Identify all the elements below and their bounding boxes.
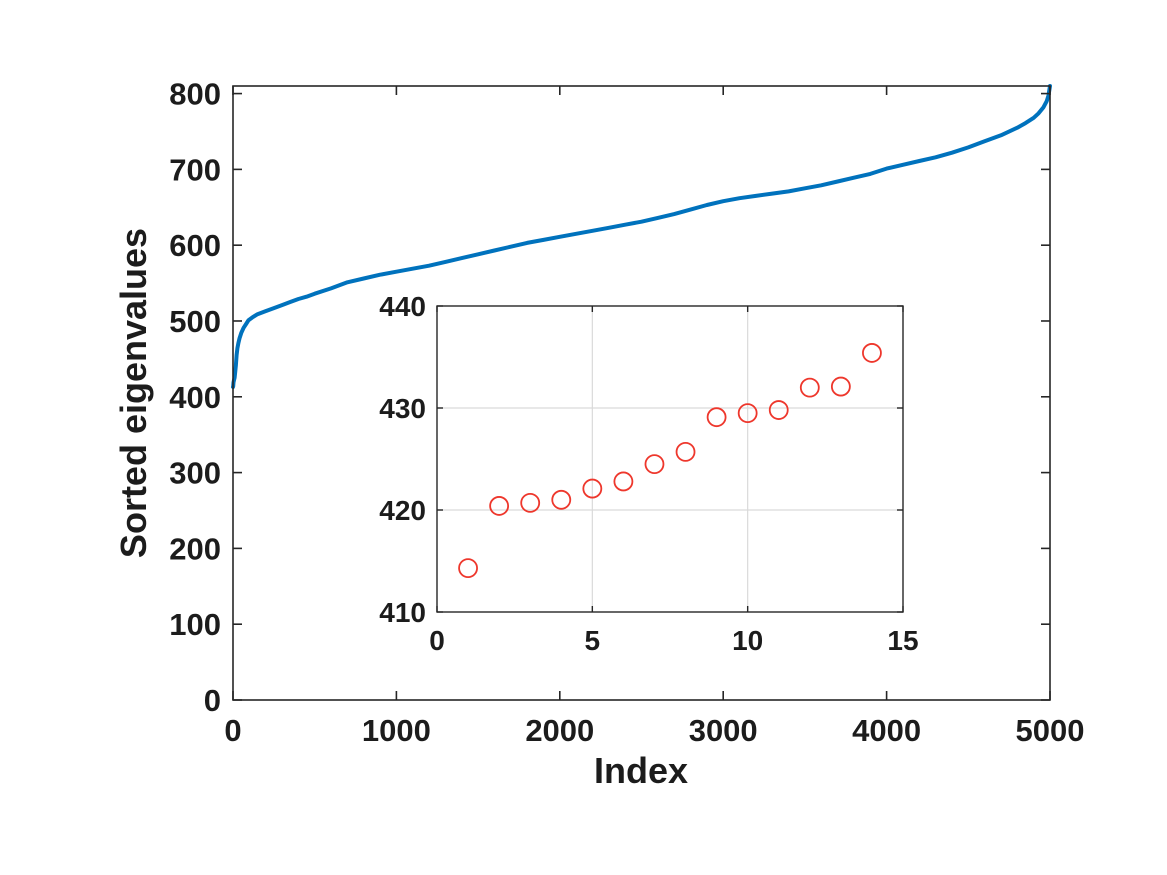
inset-data-point [675, 441, 696, 462]
inset-x-tick-label: 5 [585, 625, 601, 656]
inset-background [437, 306, 903, 612]
main-y-tick-label: 500 [169, 304, 221, 339]
main-axes-frame [232, 85, 1051, 701]
inset-y-tick-label: 410 [379, 597, 426, 628]
main-y-tick-label: 0 [204, 683, 221, 718]
inset-x-tick-label: 15 [887, 625, 918, 656]
inset-y-tick-label: 430 [379, 393, 426, 424]
main-y-tick-label: 100 [169, 607, 221, 642]
inset-data-point [737, 403, 758, 424]
main-y-tick-label: 800 [169, 77, 221, 112]
main-y-tick-label: 200 [169, 531, 221, 566]
inset-data-point [644, 454, 665, 475]
main-x-tick-label: 5000 [1016, 713, 1085, 748]
inset-data-point [458, 558, 478, 579]
main-y-tick-label: 600 [169, 228, 221, 263]
inset-data-point [551, 489, 572, 510]
main-x-tick-label: 0 [224, 713, 241, 748]
main-x-tick-label: 1000 [362, 713, 431, 748]
eigenvalue-curve [231, 84, 1052, 389]
main-y-tick-label: 300 [169, 456, 221, 491]
main-y-tick-label: 400 [169, 380, 221, 415]
inset-y-tick-label: 440 [379, 291, 426, 322]
inset-data-point [489, 496, 510, 516]
main-x-tick-label: 4000 [852, 713, 921, 748]
inset-data-point [830, 376, 851, 397]
inset-axes-frame [436, 305, 904, 613]
inset-data-point [582, 478, 603, 499]
inset-data-point [706, 407, 727, 428]
inset-data-point [768, 400, 789, 420]
inset-data-point [799, 377, 820, 398]
main-x-tick-label: 3000 [689, 713, 758, 748]
inset-data-point [862, 343, 882, 363]
inset-data-point [613, 471, 634, 492]
inset-x-tick-label: 10 [732, 625, 763, 656]
inset-y-tick-label: 420 [379, 495, 426, 526]
y-axis-label: Sorted eigenvalues [113, 227, 154, 559]
inset-x-tick-label: 0 [429, 625, 445, 656]
main-y-tick-label: 700 [169, 152, 221, 187]
x-axis-label: Index [593, 750, 689, 791]
main-x-tick-label: 2000 [525, 713, 594, 748]
inset-data-point [520, 492, 541, 513]
